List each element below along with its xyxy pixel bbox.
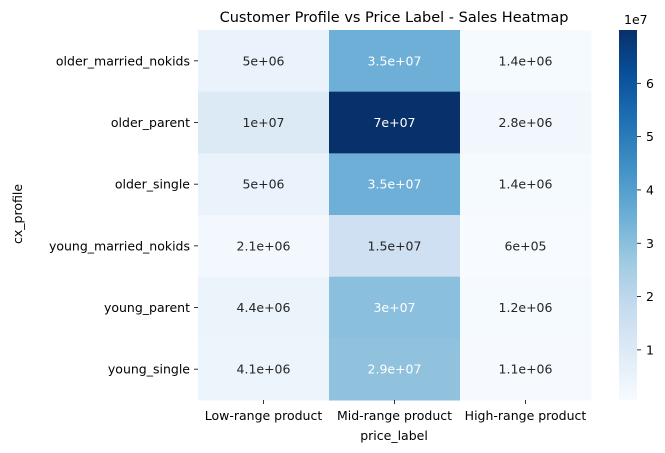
heatmap-cell	[329, 276, 461, 339]
cell-annotation: 1.4e+06	[499, 177, 553, 192]
x-axis-ticks: Low-range product Mid-range product High-r…	[205, 400, 587, 423]
y-axis-label: cx_profile	[10, 184, 25, 244]
cell-annotation: 2.9e+07	[368, 362, 422, 377]
x-tick-label: Low-range product	[205, 408, 323, 423]
heatmap-cell	[329, 338, 461, 401]
heatmap-cell	[460, 153, 592, 216]
heatmap-cell	[460, 276, 592, 339]
cell-annotation: 1.4e+06	[499, 53, 553, 68]
y-tick-label: young_parent	[104, 300, 190, 315]
colorbar-tick-label: 2	[646, 289, 654, 304]
colorbar-tick-label: 1	[646, 342, 654, 357]
heatmap-cell	[198, 30, 330, 93]
heatmap-cell	[460, 215, 592, 278]
chart-title: Customer Profile vs Price Label - Sales …	[220, 10, 569, 26]
cell-annotation: 7e+07	[373, 115, 415, 130]
y-tick-label: older_single	[115, 177, 190, 192]
heatmap-cell	[460, 30, 592, 93]
cell-annotations: 5e+06 3.5e+07 1.4e+06 1e+07 7e+07 2.8e+06 5e+0…	[237, 53, 553, 376]
cell-annotation: 1.1e+06	[499, 362, 553, 377]
heatmap-cell	[198, 91, 330, 154]
heatmap-cell	[329, 91, 461, 154]
heatmap-cell	[198, 338, 330, 401]
y-tick-label: older_married_nokids	[56, 53, 190, 68]
heatmap-cell	[198, 276, 330, 339]
cell-annotation: 3.5e+07	[368, 177, 422, 192]
heatmap-cell	[329, 215, 461, 278]
x-tick-label: High-range product	[465, 408, 587, 423]
cell-annotation: 5e+06	[242, 53, 284, 68]
heatmap-cell	[198, 153, 330, 216]
cell-annotation: 2.1e+06	[237, 238, 291, 253]
x-axis-label: price_label	[360, 428, 428, 443]
heatmap-cell	[460, 91, 592, 154]
x-tick-label: Mid-range product	[337, 408, 452, 423]
colorbar-multiplier: 1e7	[624, 12, 648, 27]
y-tick-label: older_parent	[111, 115, 190, 130]
cell-annotation: 3.5e+07	[368, 53, 422, 68]
colorbar-tick-label: 5	[646, 129, 654, 144]
colorbar: 1 2 3 4 5 6 1e7	[619, 12, 654, 400]
cell-annotation: 1e+07	[242, 115, 284, 130]
cell-annotation: 1.2e+06	[499, 300, 553, 315]
cell-annotation: 4.1e+06	[237, 362, 291, 377]
y-axis-ticks: older_married_nokids older_parent older_si…	[49, 53, 198, 377]
colorbar-gradient	[619, 30, 637, 400]
colorbar-tick-label: 3	[646, 236, 654, 251]
cell-annotation: 3e+07	[373, 300, 415, 315]
cell-annotation: 5e+06	[242, 177, 284, 192]
cell-annotation: 2.8e+06	[499, 115, 553, 130]
colorbar-tick-label: 4	[646, 182, 654, 197]
heatmap-cell	[198, 215, 330, 278]
colorbar-tick-label: 6	[646, 76, 654, 91]
cell-annotation: 1.5e+07	[368, 238, 422, 253]
cell-annotation: 6e+05	[504, 238, 546, 253]
y-tick-label: young_married_nokids	[49, 238, 190, 253]
colorbar-ticks: 1 2 3 4 5 6	[637, 76, 654, 357]
heatmap-cells	[198, 30, 592, 401]
heatmap-cell	[460, 338, 592, 401]
heatmap-cell	[329, 153, 461, 216]
cell-annotation: 4.4e+06	[237, 300, 291, 315]
y-tick-label: young_single	[108, 362, 190, 377]
heatmap-cell	[329, 30, 461, 93]
